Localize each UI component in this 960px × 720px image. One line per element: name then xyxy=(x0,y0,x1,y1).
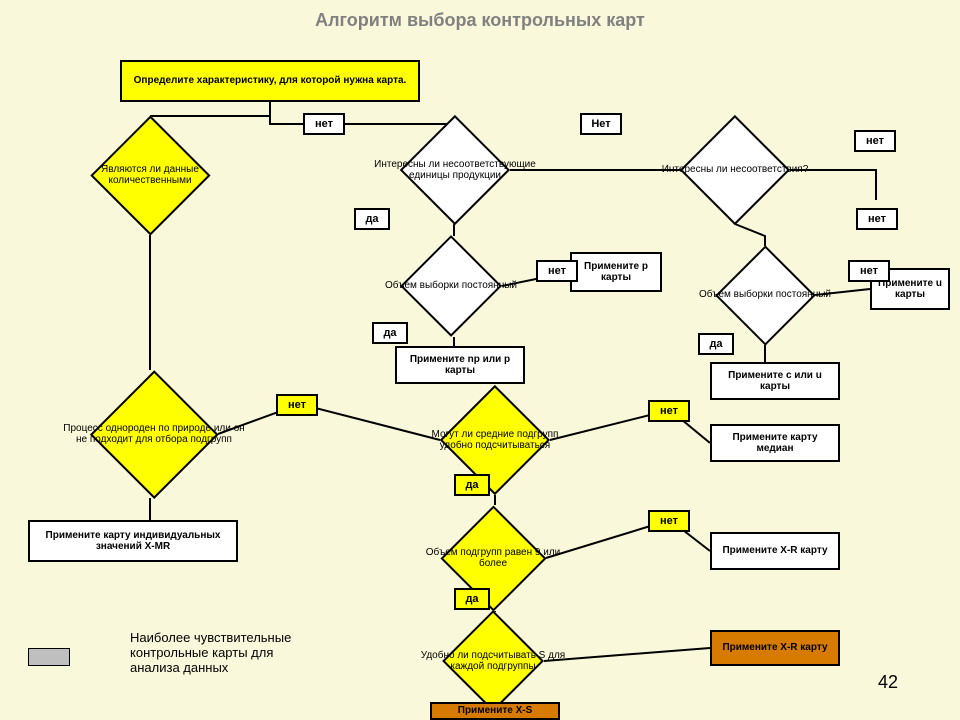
label-l6: нет xyxy=(848,260,890,282)
page-number: 42 xyxy=(878,672,898,693)
node-r_xr: Примените X-R карту xyxy=(710,532,840,570)
label-l13: да xyxy=(454,588,490,610)
label-l5: нет xyxy=(536,260,578,282)
page-title: Алгоритм выбора контрольных карт xyxy=(0,10,960,31)
node-r_median: Примените карту медиан xyxy=(710,424,840,462)
label-l11: да xyxy=(454,474,490,496)
label-l7: да xyxy=(372,322,408,344)
node-d_nonconf-text: Интересны ли несоответствия? xyxy=(654,136,816,204)
node-d_scalc-text: Удобно ли подсчитывать S для каждой подг… xyxy=(418,624,568,698)
node-d_vol1-text: Объем выборки постоянный xyxy=(378,254,524,318)
node-d_proc-text: Процесс однороден по природе или он не п… xyxy=(60,384,248,484)
node-r_cu: Примените c или u карты xyxy=(710,362,840,400)
label-l9: нет xyxy=(276,394,318,416)
label-l12: нет xyxy=(648,510,690,532)
label-l1: нет xyxy=(303,113,345,135)
label-l4: да xyxy=(354,208,390,230)
label-l3: нет xyxy=(856,208,898,230)
legend-swatch xyxy=(28,648,70,666)
legend-text: Наиболее чувствительные контрольные карт… xyxy=(130,630,320,675)
node-d_units-text: Интересны ли несоответствующие единицы п… xyxy=(374,130,536,210)
node-r_xmr: Примените карту индивидуальных значений … xyxy=(28,520,238,562)
node-r_np: Примените np или p карты xyxy=(395,346,525,384)
label-l8: да xyxy=(698,333,734,355)
node-r_xr2: Примените X-R карту xyxy=(710,630,840,666)
node-r_p: Примените p карты xyxy=(570,252,662,292)
node-d_vol2-text: Объем выборки постоянный xyxy=(694,262,836,328)
label-l10: нет xyxy=(648,400,690,422)
node-d_quant-text: Являются ли данные количественными xyxy=(64,132,236,218)
label-l2: Нет xyxy=(580,113,622,135)
node-d_mean-text: Могут ли средние подгрупп удобно подсчит… xyxy=(414,400,576,480)
node-r_xs: Примените X-S xyxy=(430,702,560,720)
node-d_nine-text: Объем подгрупп равен 9 или более xyxy=(416,524,570,592)
node-start: Определите характеристику, для которой н… xyxy=(120,60,420,102)
label-l4b: нет xyxy=(854,130,896,152)
